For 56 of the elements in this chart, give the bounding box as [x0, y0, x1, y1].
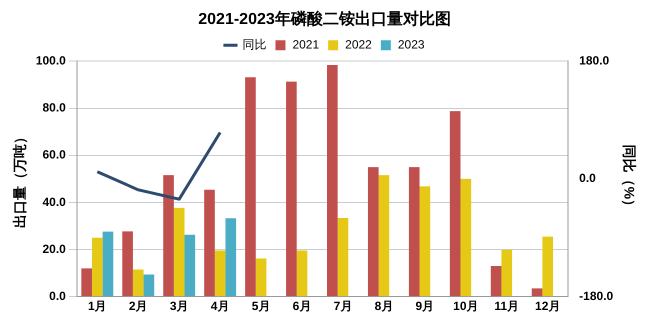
- y-tick-label: 100.0: [36, 54, 66, 68]
- bar: [92, 238, 103, 296]
- legend-label: 2022: [345, 38, 372, 52]
- y-tick-label: 40.0: [42, 194, 66, 209]
- bar: [286, 82, 297, 296]
- bar: [338, 218, 348, 296]
- x-tick-label: 2月: [128, 299, 148, 314]
- bar: [408, 167, 420, 296]
- y-tick-label: 20.0: [42, 242, 66, 256]
- x-tick-label: 1月: [88, 299, 107, 314]
- x-tick-label: 5月: [252, 299, 270, 314]
- bar: [174, 208, 185, 296]
- y-tick-label: 80.0: [42, 100, 66, 115]
- bar: [532, 288, 542, 296]
- y2-tick-label: -180.0: [579, 288, 614, 303]
- bar: [225, 218, 236, 296]
- bar: [490, 266, 502, 296]
- bar: [184, 234, 196, 296]
- bar: [132, 270, 144, 296]
- bar: [214, 250, 226, 296]
- x-tick-label: 11月: [494, 299, 520, 314]
- bar: [163, 175, 174, 296]
- x-tick-label: 10月: [453, 299, 478, 314]
- bar: [450, 111, 460, 296]
- y-tick-label: 60.0: [42, 148, 66, 162]
- legend-label: 同比: [242, 38, 266, 52]
- x-tick-label: 9月: [416, 299, 434, 314]
- bar: [296, 250, 308, 296]
- bar: [460, 178, 472, 296]
- x-tick-label: 12月: [535, 299, 560, 314]
- bar: [420, 186, 430, 296]
- bar: [81, 268, 92, 296]
- bar: [204, 190, 215, 296]
- bar: [501, 250, 512, 296]
- legend-label: 2021: [292, 38, 320, 52]
- bar: [122, 231, 133, 296]
- bar: [368, 167, 379, 296]
- y-tick-label: 0.0: [49, 288, 66, 303]
- bar: [378, 175, 390, 296]
- y-axis-title: 出口量（万吨）: [11, 130, 28, 228]
- x-tick-label: 3月: [170, 299, 189, 314]
- bar: [256, 258, 266, 296]
- bar: [144, 274, 154, 296]
- x-tick-label: 7月: [334, 299, 352, 314]
- y2-tick-label: 0.0: [579, 171, 596, 186]
- bar: [102, 232, 114, 296]
- legend-label: 2023: [398, 38, 425, 52]
- x-tick-label: 8月: [374, 299, 394, 314]
- bar: [542, 236, 554, 296]
- y2-tick-label: 180.0: [579, 54, 610, 68]
- bar: [327, 64, 338, 296]
- x-tick-label: 6月: [292, 299, 312, 314]
- chart-title: 2021-2023年磷酸二铵出口量对比图: [198, 10, 451, 28]
- bar: [245, 77, 256, 296]
- x-tick-label: 4月: [210, 299, 230, 314]
- y2-axis-title: 同比（%）: [622, 144, 638, 214]
